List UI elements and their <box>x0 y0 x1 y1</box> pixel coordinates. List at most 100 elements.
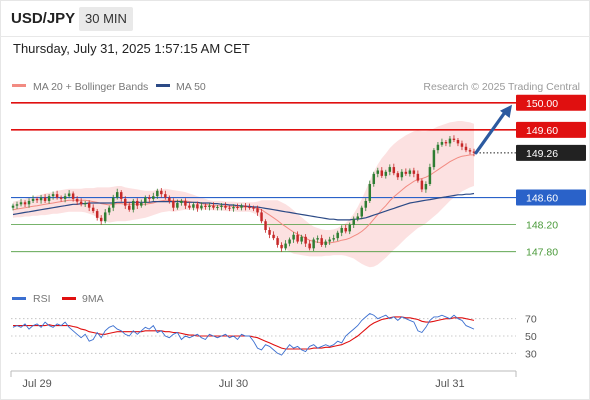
rsi-tick-70: 70 <box>525 314 537 326</box>
candle-body <box>248 207 251 209</box>
candle-body <box>156 190 159 197</box>
candle-body <box>192 204 195 208</box>
rsi-panel: 70 50 30 <box>11 312 537 360</box>
candle-body <box>164 194 167 198</box>
candle-body <box>63 196 67 199</box>
rsi-ma-line <box>13 316 475 350</box>
candle-body <box>420 180 424 190</box>
forecast-arrow-shaft <box>474 109 508 155</box>
candle-body <box>19 202 23 205</box>
candle-body <box>396 173 400 178</box>
candle-body <box>124 198 127 206</box>
candle-body <box>328 239 331 242</box>
ma20-line <box>12 154 474 244</box>
bollinger-band <box>13 121 474 268</box>
candle-body <box>400 171 404 178</box>
candle-body <box>372 173 376 184</box>
candle-body <box>99 217 103 222</box>
candle-body <box>184 200 187 206</box>
candle-body <box>440 142 444 145</box>
rsi-ma-legend-label: 9MA <box>82 293 104 305</box>
candle-body <box>412 170 416 174</box>
candle-body <box>468 150 472 152</box>
rsi-legend-label: RSI <box>33 293 51 305</box>
candle-body <box>160 190 163 195</box>
candle-body <box>208 205 211 208</box>
candle-body <box>95 211 99 218</box>
candle-body <box>296 234 299 242</box>
candle-body <box>464 146 468 151</box>
candle-body <box>424 184 428 190</box>
candle-body <box>35 198 39 201</box>
source-label: Research © 2025 Trading Central <box>423 81 580 93</box>
level-label-149-26: 149.26 <box>526 148 558 160</box>
candle-body <box>216 207 219 209</box>
candle-body <box>444 142 448 144</box>
candle-body <box>408 170 412 174</box>
candle-body <box>107 207 111 213</box>
level-label-149-60: 149.60 <box>526 125 558 137</box>
candle-body <box>324 241 327 245</box>
candle-body <box>144 197 147 203</box>
rsi-tick-30: 30 <box>525 348 537 360</box>
candle-body <box>336 232 339 239</box>
ma20-legend-label: MA 20 + Bollinger Bands <box>33 81 148 93</box>
level-label-148-60: 148.60 <box>526 193 558 205</box>
candle-body <box>352 219 355 225</box>
level-label-150-00: 150.00 <box>526 98 558 110</box>
rsi-line <box>12 312 475 356</box>
candle-body <box>87 202 91 208</box>
candle-body <box>55 194 59 198</box>
candle-body <box>308 243 311 249</box>
candle-body <box>83 202 87 205</box>
candle-body <box>428 167 432 184</box>
candle-body <box>136 200 139 206</box>
rsi-tick-50: 50 <box>525 331 537 343</box>
candle-body <box>340 228 343 233</box>
candle-body <box>212 205 215 208</box>
candle-body <box>452 138 456 140</box>
candle-body <box>348 224 351 232</box>
timeframe-button[interactable]: 30 MIN <box>79 7 133 31</box>
candle-body <box>43 197 47 201</box>
time-tick-label: Jul 29 <box>22 378 51 390</box>
candle-body <box>188 205 191 208</box>
candle-body <box>360 207 363 217</box>
candle-body <box>204 205 207 208</box>
candle-body <box>119 192 123 199</box>
candle-body <box>232 207 235 209</box>
candle-body <box>292 234 295 240</box>
candle-body <box>416 173 420 181</box>
candle-body <box>268 230 271 235</box>
chart-legend: MA 20 + Bollinger Bands MA 50 Research ©… <box>12 81 580 93</box>
candle-body <box>220 205 223 208</box>
candle-body <box>284 243 287 249</box>
candle-body <box>91 207 95 212</box>
rsi-legend-swatch <box>12 297 26 300</box>
level-labels: 150.00 149.60 149.26 148.60 148.20 147.80 <box>516 94 586 259</box>
candle-body <box>224 205 227 208</box>
level-label-147-80: 147.80 <box>526 247 558 259</box>
forecast-arrow-head <box>500 104 512 118</box>
candle-body <box>448 138 452 144</box>
chart-header: USD/JPY 30 MIN <box>0 0 590 36</box>
header-divider <box>0 36 590 37</box>
candle-body <box>71 193 75 199</box>
candle-body <box>228 207 231 209</box>
candle-body <box>111 197 115 208</box>
bollinger-band-area <box>13 121 474 268</box>
candle-body <box>344 228 347 232</box>
candle-body <box>103 212 107 222</box>
candle-body <box>364 200 368 208</box>
candle-body <box>240 205 243 208</box>
candle-body <box>388 167 392 172</box>
candle-body <box>404 171 408 174</box>
candle-body <box>272 234 275 239</box>
candle-body <box>312 239 315 249</box>
candle-body <box>460 143 464 147</box>
candlesticks <box>11 135 476 252</box>
candle-body <box>384 171 388 176</box>
level-label-box-148-60 <box>516 189 586 206</box>
ma50-legend-swatch <box>156 84 170 87</box>
